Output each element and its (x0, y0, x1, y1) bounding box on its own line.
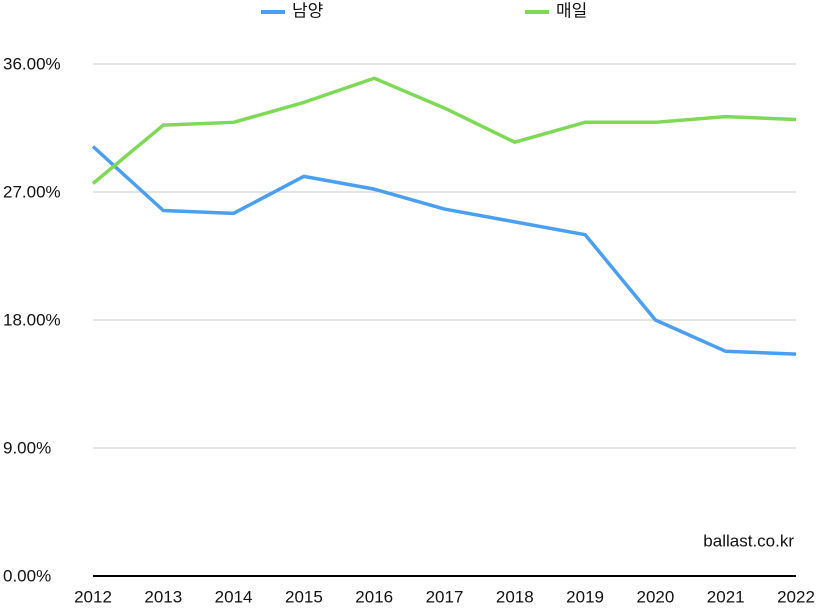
x-tick-label: 2021 (707, 587, 745, 606)
x-tick-label: 2018 (496, 587, 534, 606)
y-tick-label: 9.00% (3, 438, 51, 457)
y-tick-label: 0.00% (3, 566, 51, 585)
x-tick-label: 2014 (215, 587, 253, 606)
legend-label: 남양 (292, 1, 323, 20)
x-tick-label: 2016 (355, 587, 393, 606)
y-tick-label: 36.00% (3, 54, 61, 73)
x-tick-label: 2013 (144, 587, 182, 606)
legend-label: 매일 (556, 1, 587, 20)
x-tick-label: 2020 (636, 587, 674, 606)
x-tick-label: 2017 (426, 587, 464, 606)
x-tick-label: 2012 (74, 587, 112, 606)
y-tick-label: 27.00% (3, 182, 61, 201)
x-tick-label: 2019 (566, 587, 604, 606)
series-line (91, 145, 797, 356)
annotation: ballast.co.kr (703, 531, 794, 550)
x-tick-label: 2022 (777, 587, 815, 606)
x-tick-label: 2015 (285, 587, 323, 606)
y-tick-label: 18.00% (3, 310, 61, 329)
series-line (91, 76, 797, 185)
